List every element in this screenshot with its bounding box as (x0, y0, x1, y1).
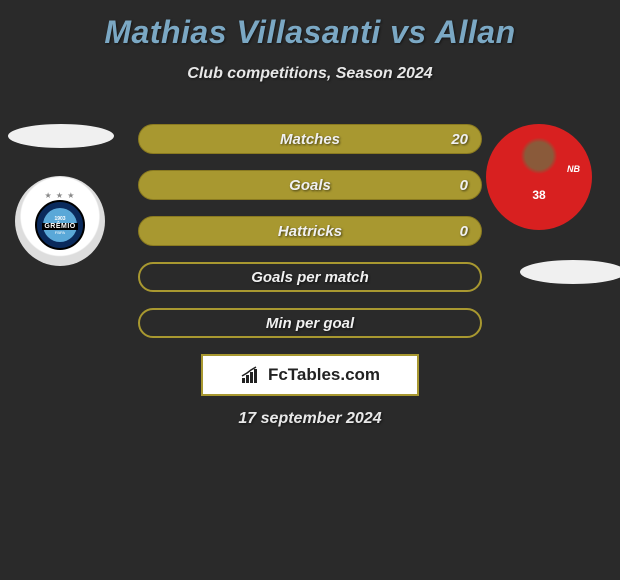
stat-label: Matches (280, 131, 340, 148)
left-player-avatar-placeholder (8, 124, 114, 148)
right-player-club-placeholder (520, 260, 620, 284)
brand-text: FcTables.com (268, 365, 380, 385)
jersey-number: 38 (532, 188, 545, 202)
stat-bar-goals-per-match: Goals per match (138, 262, 482, 292)
stat-label: Goals (289, 177, 331, 194)
stat-value: 20 (451, 131, 468, 148)
jersey-brand-icon: NB (567, 164, 580, 174)
brand-badge: FcTables.com (201, 354, 419, 396)
right-player-avatar: NB 38 (486, 124, 592, 230)
stat-label: Min per goal (266, 315, 354, 332)
stat-bar-hattricks: Hattricks 0 (138, 216, 482, 246)
stat-label: Goals per match (251, 269, 369, 286)
stat-value: 0 (460, 223, 468, 240)
stat-bar-matches: Matches 20 (138, 124, 482, 154)
footer-date: 17 september 2024 (238, 410, 381, 428)
stats-bars: Matches 20 Goals 0 Hattricks 0 Goals per… (138, 124, 482, 354)
stat-bar-goals: Goals 0 (138, 170, 482, 200)
club-year: 1903 (54, 216, 65, 222)
left-player-club-logo: ★ ★ ★ 1903 GRÊMIO FBPA (15, 176, 105, 266)
club-name: GRÊMIO (42, 223, 77, 230)
page-subtitle: Club competitions, Season 2024 (0, 65, 620, 83)
chart-icon (240, 366, 262, 384)
stat-value: 0 (460, 177, 468, 194)
club-subtext: FBPA (55, 230, 65, 235)
page-title: Mathias Villasanti vs Allan (0, 0, 620, 51)
stat-bar-min-per-goal: Min per goal (138, 308, 482, 338)
club-stars-icon: ★ ★ ★ (45, 191, 76, 200)
stat-label: Hattricks (278, 223, 342, 240)
club-badge-icon: 1903 GRÊMIO FBPA (35, 200, 85, 250)
